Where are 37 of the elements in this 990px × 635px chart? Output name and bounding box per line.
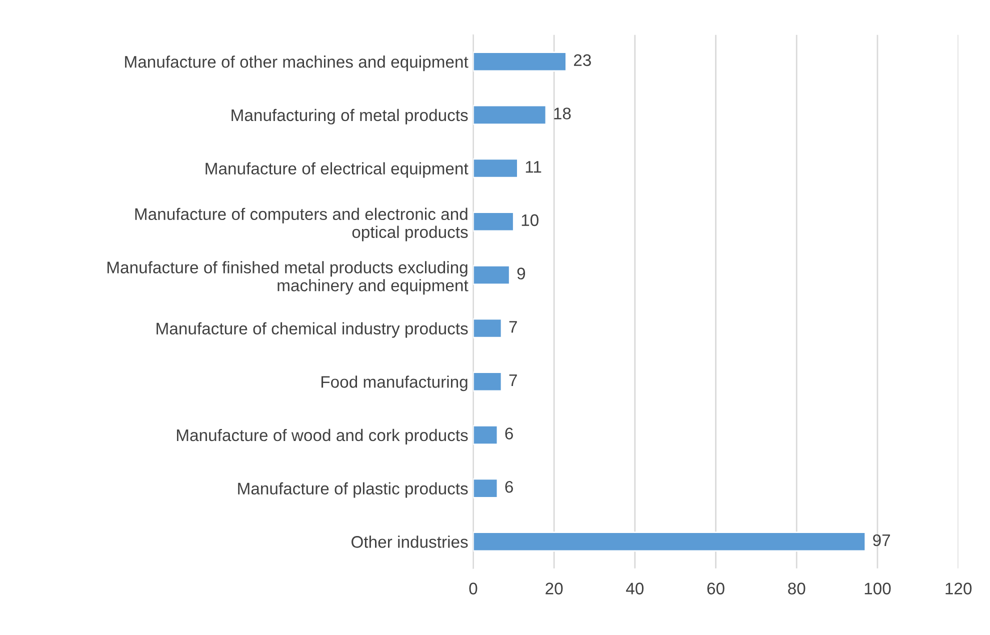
bar — [473, 532, 866, 552]
x-tick-label: 100 — [864, 582, 891, 594]
y-tick-label: Manufacture of other machines and equipment — [125, 56, 468, 72]
y-tick-label: Manufacture of electrical equipment — [206, 162, 468, 178]
data-label: 7 — [509, 321, 517, 333]
bar — [473, 424, 498, 446]
x-tick-label: 0 — [469, 582, 478, 594]
bar — [473, 264, 510, 285]
data-label: 7 — [509, 374, 517, 386]
bar — [473, 212, 514, 232]
data-label: 11 — [526, 161, 542, 173]
y-tick-label: Manufacture of plastic products — [238, 482, 468, 498]
data-label: 9 — [517, 268, 526, 280]
bar — [473, 478, 498, 498]
bar — [473, 372, 502, 392]
x-tick-label: 40 — [626, 582, 644, 594]
y-tick-label: Other industries — [352, 536, 468, 548]
y-tick-label: Manufacture of chemical industry products — [156, 322, 468, 338]
y-tick-label: Manufacture of finished metal products excluding machinery and equipment — [108, 261, 468, 295]
y-tick-label: Manufacturing of metal products — [232, 108, 468, 124]
y-tick-label: Food manufacturing — [322, 376, 468, 392]
data-label: 10 — [522, 214, 538, 226]
bar — [473, 318, 502, 338]
bar — [473, 52, 567, 72]
data-label: 97 — [873, 534, 890, 546]
x-tick-label: 120 — [946, 582, 972, 594]
x-tick-label: 80 — [788, 582, 806, 594]
y-tick-label: Manufacture of wood and cork products — [176, 428, 468, 444]
data-label: 18 — [554, 108, 571, 120]
bar — [473, 158, 518, 178]
data-label: 6 — [505, 480, 513, 493]
x-tick-label: 20 — [546, 582, 563, 594]
data-label: 6 — [505, 428, 513, 440]
bar — [473, 104, 547, 125]
x-tick-label: 60 — [707, 582, 724, 594]
data-label: 23 — [574, 54, 591, 66]
y-tick-label: Manufacture of computers and electronic and optical products — [135, 208, 468, 242]
